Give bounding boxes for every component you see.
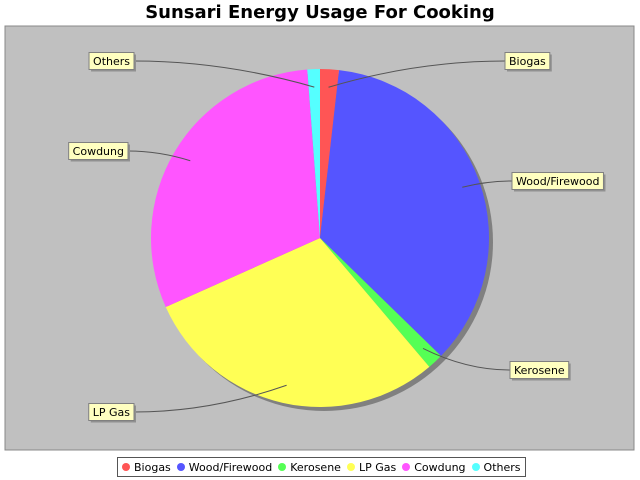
chart-title: Sunsari Energy Usage For Cooking — [145, 2, 495, 23]
legend-swatch — [176, 463, 185, 471]
legend-label: Biogas — [134, 460, 171, 474]
pie-slice-cowdung[interactable] — [151, 69, 320, 308]
slice-label-box — [88, 52, 135, 70]
legend-swatch — [122, 463, 130, 471]
legend-item-biogas: Biogas — [122, 461, 171, 474]
legend-label: Others — [483, 460, 521, 474]
leader-line — [133, 384, 287, 413]
legend-label: Kerosene — [290, 460, 341, 474]
legend-label: Cowdung — [414, 460, 466, 474]
leader-line — [127, 150, 191, 162]
legend: Biogas Wood/Firewood Kerosene LP Gas Cowdung… — [117, 457, 526, 477]
legend-item-wood-firewood: Wood/Firewood — [176, 460, 273, 474]
legend-swatch — [471, 463, 480, 471]
slice-label-kerosene: Kerosene — [514, 364, 565, 377]
pie-slice-others[interactable] — [307, 69, 320, 238]
legend-label: Wood/Firewood — [188, 460, 273, 474]
legend-item-others: Others — [471, 460, 521, 474]
legend-swatch — [346, 463, 355, 471]
slice-label-lp-gas: LP Gas — [93, 406, 131, 419]
leader-line — [422, 347, 511, 371]
pie-slice-wood-firewood[interactable] — [320, 70, 490, 356]
legend-item-kerosene: Kerosene — [278, 461, 341, 474]
slice-label-cowdung: Cowdung — [73, 145, 124, 158]
pie-slice-lp-gas[interactable] — [165, 238, 430, 407]
pie-slice-biogas[interactable] — [320, 69, 340, 238]
legend-label: LP Gas — [358, 460, 397, 474]
pie-slice-kerosene[interactable] — [320, 238, 441, 367]
slice-label-box — [88, 403, 135, 421]
leader-line — [328, 60, 506, 88]
leader-line — [133, 60, 315, 88]
legend-swatch — [402, 463, 411, 471]
slice-label-box — [504, 52, 551, 70]
legend-swatch — [278, 463, 287, 471]
legend-item-cowdung: Cowdung — [402, 460, 466, 474]
slice-label-wood-firewood: Wood/Firewood — [516, 175, 599, 188]
slice-label-box — [509, 361, 570, 379]
slice-label-biogas: Biogas — [509, 55, 546, 68]
slice-label-box — [68, 142, 129, 160]
slice-label-box — [511, 172, 604, 190]
leader-line — [462, 180, 513, 188]
slice-label-others: Others — [93, 55, 130, 68]
legend-item-lp-gas: LP Gas — [346, 460, 397, 474]
